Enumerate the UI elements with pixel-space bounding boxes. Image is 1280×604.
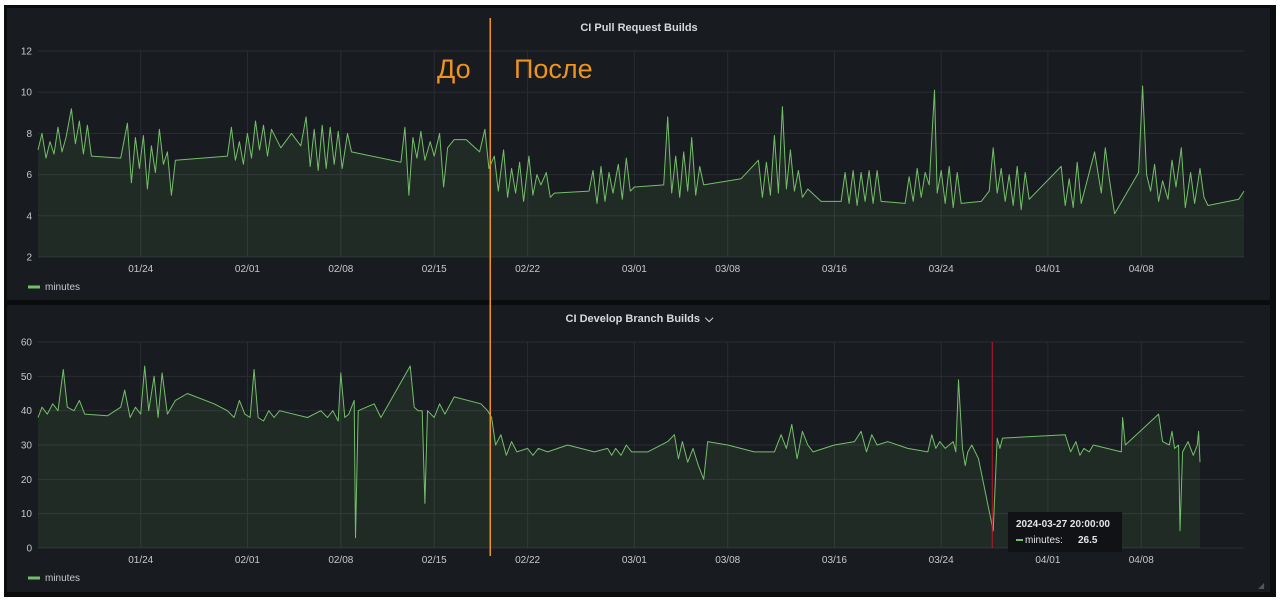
x-tick-label: 03/24 <box>929 264 954 275</box>
y-tick-label: 4 <box>26 211 32 222</box>
series-line-minutes[interactable] <box>37 365 1201 539</box>
x-tick-label: 03/24 <box>929 555 954 566</box>
y-tick-label: 10 <box>21 509 33 520</box>
x-tick-label: 03/16 <box>822 264 847 275</box>
legend-pr[interactable]: minutes <box>28 282 80 293</box>
x-tick-label: 02/08 <box>328 555 353 566</box>
y-tick-label: 50 <box>21 372 33 383</box>
x-tick-label: 03/08 <box>715 264 740 275</box>
x-tick-label: 01/24 <box>128 264 153 275</box>
panel-pr-builds <box>7 8 1270 300</box>
x-tick-label: 03/16 <box>822 555 847 566</box>
legend-label[interactable]: minutes <box>45 573 80 584</box>
x-tick-label: 02/01 <box>235 264 260 275</box>
tooltip-value: 26.5 <box>1078 535 1098 546</box>
y-tick-label: 20 <box>21 475 33 486</box>
y-tick-label: 12 <box>21 47 33 58</box>
x-tick-label: 03/08 <box>715 555 740 566</box>
panel-title-pr[interactable]: CI Pull Request Builds <box>580 22 697 34</box>
x-tick-label: 02/15 <box>422 555 447 566</box>
x-tick-label: 04/08 <box>1129 555 1154 566</box>
chart-develop: 0 10 20 30 40 50 60 01/24 02/01 02/08 02/15 02/22 03… <box>21 338 1244 566</box>
y-tick-label: 60 <box>21 338 33 349</box>
series-area-minutes <box>38 366 1200 548</box>
y-tick-label: 0 <box>26 544 32 555</box>
tooltip-timestamp: 2024-03-27 20:00:00 <box>1016 519 1110 530</box>
y-tick-label: 30 <box>21 441 33 452</box>
x-tick-label: 02/01 <box>235 555 260 566</box>
annotation-after: После <box>514 54 593 84</box>
x-tick-label: 03/01 <box>622 555 647 566</box>
y-tick-label: 2 <box>26 253 32 264</box>
series-area-minutes <box>38 86 1244 257</box>
y-tick-label: 40 <box>21 406 33 417</box>
x-tick-label: 02/08 <box>328 264 353 275</box>
y-tick-label: 8 <box>26 129 32 140</box>
annotation-before: До <box>437 54 471 84</box>
x-tick-label: 02/22 <box>515 555 540 566</box>
resize-handle-icon[interactable]: ◢ <box>1258 581 1265 590</box>
x-tick-label: 02/22 <box>515 264 540 275</box>
tooltip: 2024-03-27 20:00:00 minutes: 26.5 <box>1008 512 1122 552</box>
x-tick-label: 03/01 <box>622 264 647 275</box>
y-tick-label: 10 <box>21 88 33 99</box>
tooltip-label: minutes: <box>1025 535 1063 546</box>
x-tick-label: 04/08 <box>1129 264 1154 275</box>
legend-develop[interactable]: minutes <box>28 573 80 584</box>
chevron-down-icon[interactable]: ⌵ <box>704 313 714 325</box>
x-tick-label: 02/15 <box>422 264 447 275</box>
tooltip-bg <box>1008 512 1122 552</box>
x-tick-label: 04/01 <box>1035 555 1060 566</box>
chart-pr: 2 4 6 8 10 12 01/24 02/01 02/08 02/15 02/22 03/01 03… <box>21 47 1245 275</box>
x-tick-label: 01/24 <box>128 555 153 566</box>
series-line-minutes[interactable] <box>37 85 1245 215</box>
legend-label[interactable]: minutes <box>45 282 80 293</box>
panel-title-develop[interactable]: CI Develop Branch Builds <box>566 313 700 325</box>
y-tick-label: 6 <box>26 170 32 181</box>
x-tick-label: 04/01 <box>1035 264 1060 275</box>
